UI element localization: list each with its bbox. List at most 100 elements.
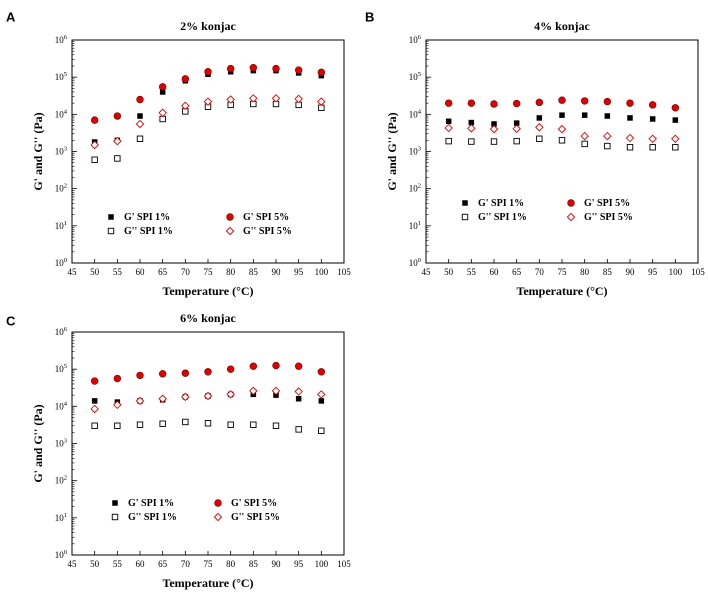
data-point [468,138,475,145]
data-point [203,391,213,401]
data-point [136,421,144,428]
data-point [604,113,611,119]
series-2 [444,96,680,112]
legend: G' SPI 1% G'' SPI 1% G' SPI 5% G'' SPI 5% [461,198,633,223]
data-point [467,124,476,133]
x-tick-label: 70 [181,267,191,277]
data-point [159,420,166,427]
y-tick-label: 104 [55,108,68,119]
data-point [91,422,98,429]
x-tick-label: 85 [603,267,613,277]
data-point [272,64,280,73]
data-point [226,95,235,104]
data-point [558,137,566,144]
data-point [113,374,122,383]
x-tick-label: 100 [315,267,329,277]
data-point [135,119,145,129]
x-tick-label: 105 [337,267,351,277]
data-point [489,124,499,134]
data-point [295,395,302,402]
x-tick-label: 65 [158,267,168,277]
chart-panel-b: B 4% konjac 45 50 55 60 65 70 75 80 85 90 95 100 105 10… [365,10,705,298]
chart-panel-a: A 2% konjac 45 50 55 60 65 70 75 80 85 90 95 100 105 10… [6,10,351,298]
x-tick-label: 60 [490,267,500,277]
x-tick-label: 80 [226,267,236,277]
y-axis-label: G' and G'' (Pa) [31,112,45,190]
data-point [90,377,99,385]
x-tick-label: 70 [181,559,191,569]
data-point [294,94,303,104]
data-point [181,75,190,83]
legend-label: G'' SPI 1% [124,226,173,237]
data-point [136,371,144,380]
data-point [294,362,303,370]
legend-label: G'' SPI 5% [243,226,292,237]
data-point [535,98,544,107]
data-point [137,113,143,119]
data-point [626,144,634,151]
data-point [181,101,190,111]
x-tick-label: 45 [68,267,78,277]
legend-marker [213,512,223,522]
data-point [648,134,657,144]
legend-label: G' SPI 5% [584,198,630,209]
x-tick-label: 75 [204,267,214,277]
data-point [113,112,122,120]
data-point [627,115,633,121]
data-point [444,99,453,107]
legend-marker [462,200,468,206]
x-tick-label: 55 [467,267,477,277]
data-point [159,89,166,95]
data-point [271,386,281,396]
data-point [295,426,302,433]
data-point [181,392,190,402]
y-tick-label: 104 [409,108,422,119]
x-tick-label: 50 [90,267,100,277]
data-point [90,404,99,414]
legend-label: G'' SPI 5% [231,512,280,523]
legend: G' SPI 1% G'' SPI 1% G' SPI 5% G'' SPI 5% [111,498,280,523]
data-point [317,68,326,77]
x-tick-label: 85 [249,559,259,569]
series-0 [445,112,679,127]
x-tick-label: 90 [626,267,636,277]
legend-marker [107,227,115,235]
data-point [113,400,122,410]
data-point [90,116,99,124]
y-tick-label: 101 [55,512,67,523]
data-point [249,386,258,396]
chart-panel-c: C 6% konjac 45 50 55 60 65 70 75 80 85 90 95 100 105 10… [6,311,351,590]
plot-frame [425,39,699,264]
data-point [445,118,452,125]
data-point [513,120,520,126]
data-point [90,140,99,150]
data-point [490,100,498,108]
y-tick-label: 100 [55,549,67,560]
data-point [536,115,543,121]
data-point [580,97,589,105]
y-tick-label: 104 [55,400,68,411]
data-point [444,123,453,133]
data-point [158,394,167,403]
legend-marker [226,213,234,221]
panel-letter: A [6,10,16,25]
legend-marker [112,500,118,506]
data-point [226,390,235,399]
data-point [604,142,611,150]
data-point [135,396,145,406]
legend-marker [461,213,469,221]
series-3 [90,386,326,414]
y-tick-label: 102 [55,475,67,486]
data-point [114,155,121,162]
data-point [558,96,566,104]
data-point [535,122,544,132]
series-1 [91,418,325,434]
legend: G' SPI 1% G'' SPI 1% G' SPI 5% G'' SPI 5% [107,212,292,237]
data-point [317,368,326,376]
data-point [318,398,325,404]
data-point [136,135,144,142]
data-point [513,137,520,145]
x-tick-label: 85 [249,267,259,277]
legend-label: G'' SPI 1% [128,512,177,523]
